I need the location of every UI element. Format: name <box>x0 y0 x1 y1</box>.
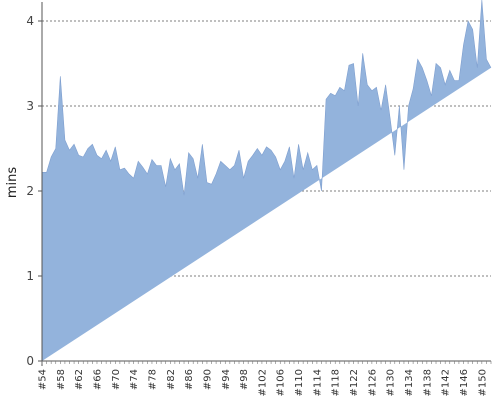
x-tick-label: #126 <box>367 369 378 396</box>
y-tick-label: 4 <box>26 14 34 28</box>
x-tick-label: #78 <box>147 369 158 390</box>
y-axis-ticks: 0 1 2 3 4 <box>26 14 42 368</box>
y-tick-label: 2 <box>26 184 34 198</box>
x-tick-label: #98 <box>239 369 250 390</box>
x-tick-label: #134 <box>404 369 415 396</box>
area-series <box>41 0 492 361</box>
x-tick-label: #70 <box>111 369 122 390</box>
x-tick-label: #130 <box>386 369 397 396</box>
area-series-fill <box>41 0 492 361</box>
x-tick-label: #138 <box>422 369 433 396</box>
x-tick-label: #110 <box>294 369 305 396</box>
x-tick-label: #102 <box>257 369 268 396</box>
y-tick-label: 0 <box>26 354 34 368</box>
x-tick-label: #122 <box>349 369 360 396</box>
y-tick-label: 1 <box>26 269 34 283</box>
x-tick-label: #106 <box>276 369 287 396</box>
x-tick-label: #146 <box>459 369 470 396</box>
x-tick-label: #114 <box>312 369 323 396</box>
x-tick-label: #118 <box>331 369 342 396</box>
x-tick-label: #86 <box>184 369 195 390</box>
x-tick-label: #62 <box>74 369 85 390</box>
x-tick-label: #90 <box>202 369 213 390</box>
x-tick-label: #66 <box>92 369 103 390</box>
y-tick-label: 3 <box>26 99 34 113</box>
x-tick-label: #74 <box>129 369 140 390</box>
x-tick-label: #94 <box>221 369 232 390</box>
y-axis-label: mins <box>5 167 20 199</box>
x-tick-label: #58 <box>56 369 67 390</box>
axes <box>38 2 491 366</box>
x-axis-ticks: #54 #58 #62 #66 #70 #74 #78 #82 #86 #90 #94 #98 #102… <box>38 361 492 396</box>
x-tick-label: #54 <box>38 369 49 390</box>
x-tick-label: #82 <box>166 369 177 390</box>
x-tick-label: #150 <box>477 369 488 396</box>
x-tick-label: #142 <box>441 369 452 396</box>
